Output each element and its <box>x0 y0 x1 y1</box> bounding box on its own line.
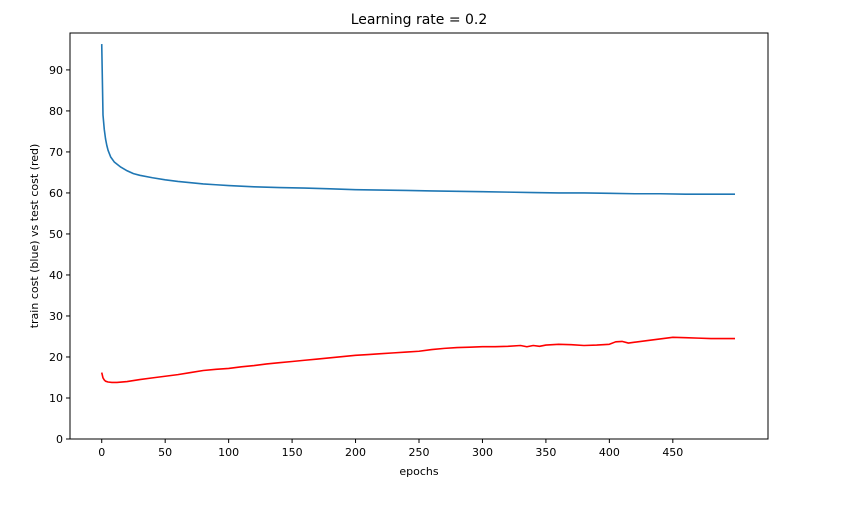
x-tick-label: 50 <box>158 446 172 459</box>
x-tick-label: 350 <box>535 446 556 459</box>
y-tick-label: 20 <box>49 351 63 364</box>
y-tick-label: 30 <box>49 310 63 323</box>
chart-title: Learning rate = 0.2 <box>351 12 488 28</box>
series-layer <box>100 44 735 384</box>
y-tick-label: 60 <box>49 187 63 200</box>
x-tick-label: 0 <box>98 446 105 459</box>
x-tick-label: 400 <box>599 446 620 459</box>
x-tick-label: 200 <box>345 446 366 459</box>
y-tick-label: 40 <box>49 269 63 282</box>
y-tick-label: 10 <box>49 392 63 405</box>
y-tick-label: 70 <box>49 146 63 159</box>
x-tick-label: 300 <box>472 446 493 459</box>
test-cost-line <box>100 336 735 384</box>
y-tick-label: 0 <box>56 433 63 446</box>
y-tick-label: 80 <box>49 105 63 118</box>
x-axis-label: epochs <box>399 465 438 478</box>
y-tick-label: 90 <box>49 64 63 77</box>
x-tick-label: 150 <box>282 446 303 459</box>
x-tick-label: 250 <box>409 446 430 459</box>
plot-frame <box>69 32 769 440</box>
train-cost-line <box>100 44 735 195</box>
x-tick-label: 450 <box>662 446 683 459</box>
x-axis: 0 50 100 150 200 250 300 350 400 450 <box>98 439 683 459</box>
x-tick-label: 100 <box>218 446 239 459</box>
y-axis-label: train cost (blue) vs test cost (red) <box>28 144 41 329</box>
y-axis: 0 10 20 30 40 50 60 70 80 90 <box>49 64 70 446</box>
y-tick-label: 50 <box>49 228 63 241</box>
